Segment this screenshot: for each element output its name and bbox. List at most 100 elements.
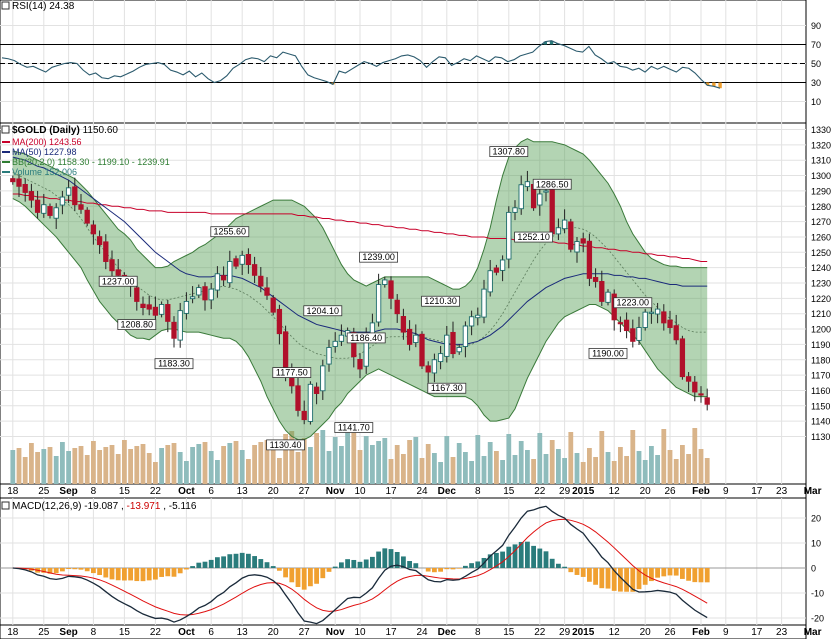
candle-body — [239, 254, 245, 265]
x-axis-label-bottom: 26 — [664, 627, 676, 638]
candle-body — [413, 334, 419, 344]
rsi-title: RSI(14) 24.38 — [1, 1, 75, 12]
x-axis-label-bottom: 20 — [640, 627, 652, 638]
candle-body — [152, 306, 159, 316]
macd-histogram-bar — [388, 549, 394, 568]
candle-body — [456, 347, 462, 353]
macd-label: MACD(12,26,9) — [12, 501, 81, 512]
rsi-oversold-fill — [705, 82, 710, 86]
volume-bar — [624, 456, 629, 484]
candle-body — [419, 333, 425, 367]
price-y-tick: 1160 — [811, 386, 830, 396]
rsi-y-tick: 10 — [811, 97, 821, 107]
candle-body — [561, 219, 568, 230]
volume-bar — [134, 446, 140, 484]
macd-histogram-bar — [444, 568, 450, 570]
legend-item: MA(200) 1243.56 — [12, 137, 82, 147]
last-price: 1150.60 — [83, 125, 119, 136]
price-annotation: 1223.00 — [617, 298, 650, 308]
macd-histogram-bar — [60, 568, 65, 572]
x-axis-label-bottom: 15 — [119, 627, 131, 638]
volume-bar — [66, 451, 71, 484]
rsi-layer — [0, 40, 806, 89]
volume-bar — [91, 441, 96, 484]
macd-histogram-bar — [680, 568, 685, 579]
price-annotation-box — [532, 178, 572, 190]
volume-bar — [295, 452, 301, 484]
macd-histogram-bar — [308, 568, 313, 587]
volume-bar — [320, 430, 326, 484]
macd-histogram-bar — [580, 568, 586, 577]
x-axis-label-bottom: Dec — [438, 627, 457, 638]
candle-body — [450, 331, 456, 355]
volume-layer — [10, 428, 710, 484]
x-axis-label-top: Feb — [692, 486, 710, 497]
x-axis-label-top: 29 — [559, 486, 571, 497]
volume-bar — [704, 458, 710, 484]
volume-bar — [221, 446, 226, 484]
volume-bar — [401, 454, 406, 484]
price-y-tick: 1300 — [811, 171, 831, 181]
x-axis-label-bottom: Feb — [692, 627, 710, 638]
rsi-line — [1, 40, 721, 89]
price-y-tick: 1130 — [811, 432, 830, 442]
macd-histogram-bar — [382, 548, 388, 568]
macd-histogram-bar — [103, 568, 109, 578]
volume-bar — [53, 456, 59, 484]
volume-bar — [587, 448, 592, 484]
x-axis-label-top: 18 — [7, 486, 19, 497]
candle-body — [28, 191, 35, 201]
volume-bar — [122, 440, 127, 484]
macd-hist-value: -5.116 — [169, 501, 197, 512]
volume-bar — [252, 445, 257, 484]
candle-body — [382, 279, 388, 285]
macd-histogram-bar — [686, 568, 691, 581]
candle-body — [506, 211, 512, 260]
volume-bar — [574, 453, 580, 484]
x-axis-label-top: Nov — [326, 486, 345, 497]
volume-bar — [22, 457, 28, 484]
macd-histogram-bar — [518, 541, 524, 568]
x-axis-label-bottom: Mar — [804, 627, 822, 638]
volume-bar — [277, 458, 282, 484]
candle-body — [630, 328, 636, 342]
macd-histogram-bar — [134, 568, 140, 582]
volume-bar — [351, 429, 357, 484]
candle-body — [512, 207, 518, 213]
price-y-tick: 1290 — [811, 186, 831, 196]
macd-y-tick: 20 — [811, 514, 821, 524]
price-annotation: 1239.00 — [362, 252, 395, 262]
macd-histogram-bar — [66, 568, 71, 570]
macd-histogram-bar — [184, 568, 189, 570]
macd-histogram-bar — [202, 561, 208, 568]
macd-histogram-bar — [475, 561, 481, 568]
price-annotation-box — [588, 347, 628, 359]
price-y-tick: 1140 — [811, 417, 830, 427]
macd-histogram-bar — [556, 563, 561, 568]
macd-histogram-bar — [146, 568, 152, 581]
candle-body — [388, 280, 394, 299]
macd-histogram-bar — [630, 568, 636, 592]
axis-labels: 1330132013101300129012801270126012501240… — [7, 21, 831, 638]
volume-bar — [494, 451, 499, 484]
symbol-label: $GOLD (Daily) — [12, 125, 80, 136]
volume-bar — [35, 452, 40, 484]
svg-text:RSI(14) 24.38: RSI(14) 24.38 — [12, 1, 75, 12]
price-annotation-box — [117, 319, 157, 330]
volume-bar — [301, 438, 307, 484]
volume-bar — [109, 445, 115, 484]
volume-bar — [636, 451, 642, 484]
volume-bar — [630, 430, 636, 484]
volume-bar — [413, 437, 419, 484]
volume-bar — [593, 457, 598, 484]
x-axis-label-bottom: 13 — [237, 627, 249, 638]
x-axis-label-bottom: 12 — [609, 627, 621, 638]
price-annotation: 1252.10 — [517, 232, 550, 242]
candle-body — [34, 199, 41, 213]
candle-body — [357, 358, 363, 370]
macd-histogram-bar — [438, 568, 443, 572]
candle-body — [468, 316, 475, 327]
volume-bar — [456, 443, 462, 484]
candle-body — [667, 319, 673, 328]
volume-bar — [184, 461, 189, 484]
